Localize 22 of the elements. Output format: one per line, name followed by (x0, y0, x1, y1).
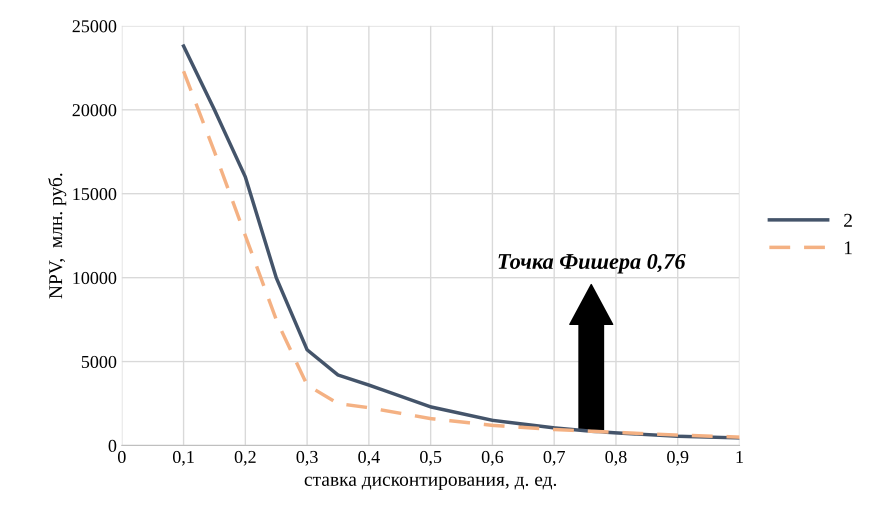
x-tick-label: 0,6 (482, 450, 504, 466)
x-tick-label: 0,1 (172, 450, 194, 466)
y-tick-label: 0 (108, 440, 116, 452)
x-tick-label: 0,7 (544, 450, 565, 466)
y-tick-label: 5000 (82, 356, 116, 368)
x-tick-label: 0,2 (234, 450, 256, 466)
x-tick-label: 0,8 (605, 450, 627, 466)
y-tick-label: 15000 (73, 188, 116, 200)
annotation: Точка Фишера 0,76 (498, 254, 686, 274)
x-tick-label: 0,5 (420, 450, 442, 466)
x-tick-label: 0,4 (358, 450, 380, 466)
y-axis-title: NPV, млн. руб. (48, 174, 66, 299)
x-tick-label: 0,3 (296, 450, 318, 466)
legend-label: 1 (844, 241, 852, 254)
x-tick-label: 0,9 (667, 450, 688, 466)
x-axis-title: ставка дисконтирования, д. ед. (304, 476, 556, 490)
x-tick-label: 1 (736, 450, 743, 463)
x-tick-label: 0 (118, 450, 126, 464)
legend-label: 2 (844, 214, 852, 227)
y-tick-label: 10000 (73, 272, 116, 284)
y-tick-label: 25000 (72, 20, 116, 32)
y-tick-label: 20000 (72, 104, 116, 116)
